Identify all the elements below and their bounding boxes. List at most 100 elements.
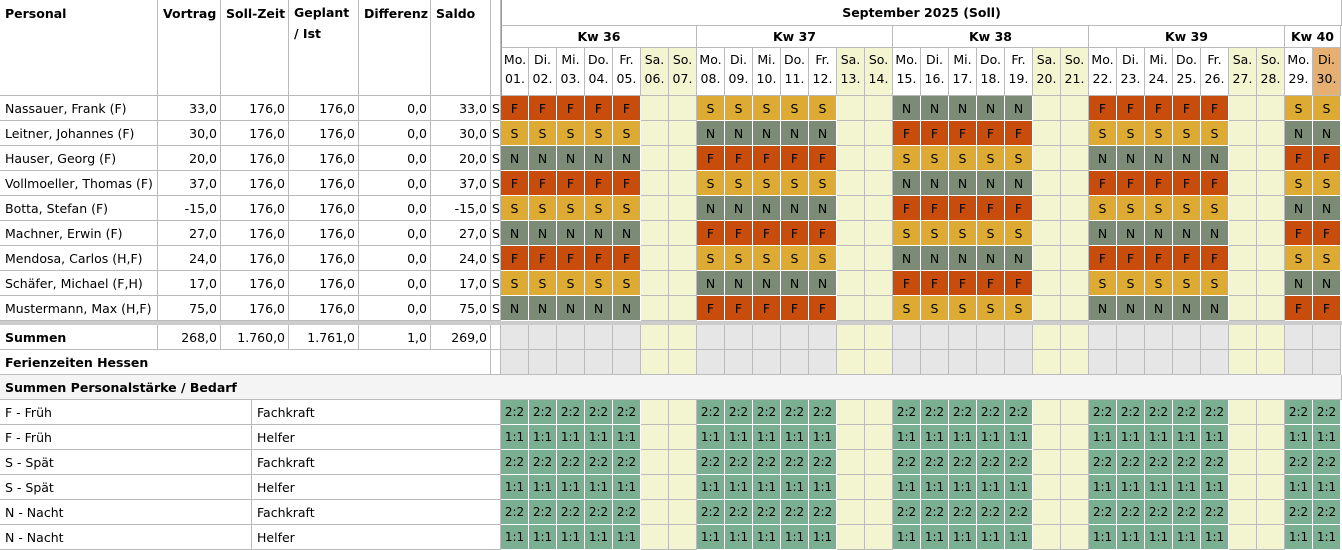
- day-header[interactable]: Mo. 15.: [893, 48, 921, 96]
- shift-cell[interactable]: S: [1173, 196, 1201, 221]
- shift-cell[interactable]: F: [501, 246, 529, 271]
- shift-cell[interactable]: N: [921, 246, 949, 271]
- shift-cell[interactable]: S: [1201, 196, 1229, 221]
- weekend-cell[interactable]: [641, 171, 669, 196]
- weekend-cell[interactable]: [865, 121, 893, 146]
- day-header[interactable]: Sa. 13.: [837, 48, 865, 96]
- shift-cell[interactable]: F: [697, 221, 725, 246]
- weekend-cell[interactable]: [1257, 96, 1285, 121]
- shift-cell[interactable]: F: [613, 96, 641, 121]
- shift-cell[interactable]: N: [809, 196, 837, 221]
- col-header-personal[interactable]: Personal: [0, 0, 158, 96]
- shift-cell[interactable]: N: [557, 296, 585, 321]
- shift-cell[interactable]: F: [753, 146, 781, 171]
- weekend-cell[interactable]: [1229, 246, 1257, 271]
- shift-cell[interactable]: S: [1285, 246, 1313, 271]
- shift-cell[interactable]: F: [1005, 196, 1033, 221]
- shift-cell[interactable]: F: [1313, 221, 1341, 246]
- shift-cell[interactable]: N: [697, 121, 725, 146]
- employee-name[interactable]: Schäfer, Michael (F,H): [0, 271, 158, 296]
- employee-name[interactable]: Leitner, Johannes (F): [0, 121, 158, 146]
- day-header[interactable]: Do. 18.: [977, 48, 1005, 96]
- shift-cell[interactable]: S: [1005, 146, 1033, 171]
- shift-cell[interactable]: N: [893, 171, 921, 196]
- shift-cell[interactable]: S: [977, 146, 1005, 171]
- shift-cell[interactable]: F: [557, 246, 585, 271]
- day-header[interactable]: Di. 09.: [725, 48, 753, 96]
- shift-cell[interactable]: N: [725, 121, 753, 146]
- weekend-cell[interactable]: [1229, 221, 1257, 246]
- weekend-cell[interactable]: [837, 246, 865, 271]
- shift-cell[interactable]: F: [557, 171, 585, 196]
- weekend-cell[interactable]: [837, 146, 865, 171]
- shift-cell[interactable]: S: [1285, 96, 1313, 121]
- shift-cell[interactable]: N: [753, 121, 781, 146]
- shift-cell[interactable]: S: [585, 196, 613, 221]
- weekend-cell[interactable]: [1229, 121, 1257, 146]
- shift-cell[interactable]: F: [1089, 171, 1117, 196]
- shift-cell[interactable]: F: [809, 146, 837, 171]
- shift-cell[interactable]: N: [1201, 296, 1229, 321]
- shift-cell[interactable]: N: [1005, 96, 1033, 121]
- shift-cell[interactable]: N: [977, 246, 1005, 271]
- shift-cell[interactable]: N: [949, 96, 977, 121]
- shift-cell[interactable]: N: [585, 221, 613, 246]
- col-header-saldo[interactable]: Saldo: [431, 0, 491, 96]
- shift-cell[interactable]: F: [725, 221, 753, 246]
- shift-cell[interactable]: N: [557, 221, 585, 246]
- weekend-cell[interactable]: [1229, 171, 1257, 196]
- shift-cell[interactable]: F: [781, 296, 809, 321]
- weekend-cell[interactable]: [1033, 121, 1061, 146]
- day-header[interactable]: Sa. 20.: [1033, 48, 1061, 96]
- day-header[interactable]: So. 21.: [1061, 48, 1089, 96]
- shift-cell[interactable]: F: [501, 171, 529, 196]
- shift-cell[interactable]: F: [529, 171, 557, 196]
- shift-cell[interactable]: N: [613, 146, 641, 171]
- shift-cell[interactable]: N: [809, 121, 837, 146]
- shift-cell[interactable]: N: [585, 146, 613, 171]
- shift-cell[interactable]: S: [781, 246, 809, 271]
- day-header[interactable]: Di. 02.: [529, 48, 557, 96]
- weekend-cell[interactable]: [1033, 221, 1061, 246]
- weekend-cell[interactable]: [641, 221, 669, 246]
- shift-cell[interactable]: S: [1145, 271, 1173, 296]
- shift-cell[interactable]: S: [725, 246, 753, 271]
- day-header[interactable]: Mo. 08.: [697, 48, 725, 96]
- weekend-cell[interactable]: [1033, 196, 1061, 221]
- weekend-cell[interactable]: [1061, 196, 1089, 221]
- shift-cell[interactable]: N: [613, 296, 641, 321]
- weekend-cell[interactable]: [1257, 296, 1285, 321]
- shift-cell[interactable]: N: [977, 96, 1005, 121]
- shift-cell[interactable]: S: [1117, 196, 1145, 221]
- weekend-cell[interactable]: [1061, 221, 1089, 246]
- shift-cell[interactable]: S: [781, 96, 809, 121]
- weekend-cell[interactable]: [669, 171, 697, 196]
- day-header[interactable]: Mi. 10.: [753, 48, 781, 96]
- shift-cell[interactable]: N: [1173, 221, 1201, 246]
- shift-cell[interactable]: S: [949, 221, 977, 246]
- weekend-cell[interactable]: [669, 221, 697, 246]
- shift-cell[interactable]: F: [1173, 96, 1201, 121]
- shift-cell[interactable]: N: [1005, 171, 1033, 196]
- shift-cell[interactable]: N: [1313, 271, 1341, 296]
- shift-cell[interactable]: F: [1285, 146, 1313, 171]
- day-header[interactable]: Sa. 06.: [641, 48, 669, 96]
- weekend-cell[interactable]: [1229, 296, 1257, 321]
- employee-name[interactable]: Mustermann, Max (H,F): [0, 296, 158, 321]
- shift-cell[interactable]: F: [585, 96, 613, 121]
- employee-name[interactable]: Botta, Stefan (F): [0, 196, 158, 221]
- shift-cell[interactable]: S: [893, 221, 921, 246]
- day-header[interactable]: Fr. 19.: [1005, 48, 1033, 96]
- shift-cell[interactable]: F: [725, 296, 753, 321]
- day-header[interactable]: So. 07.: [669, 48, 697, 96]
- shift-cell[interactable]: F: [921, 271, 949, 296]
- weekend-cell[interactable]: [865, 221, 893, 246]
- shift-cell[interactable]: S: [1089, 121, 1117, 146]
- weekend-cell[interactable]: [669, 271, 697, 296]
- weekend-cell[interactable]: [669, 96, 697, 121]
- shift-cell[interactable]: N: [977, 171, 1005, 196]
- shift-cell[interactable]: S: [1313, 96, 1341, 121]
- shift-cell[interactable]: N: [725, 196, 753, 221]
- weekend-cell[interactable]: [1033, 171, 1061, 196]
- shift-cell[interactable]: N: [1173, 146, 1201, 171]
